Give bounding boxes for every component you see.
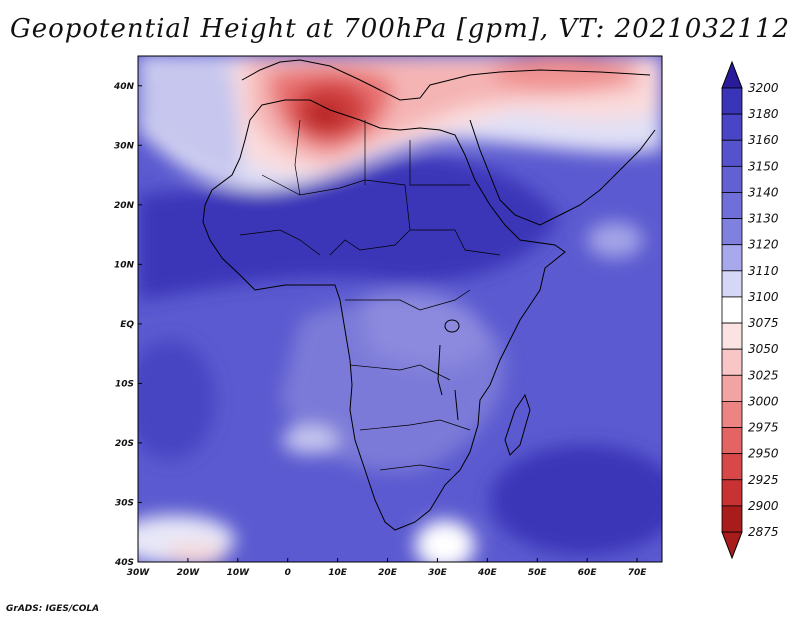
x-tick-label: 0 <box>285 568 291 578</box>
legend-swatch <box>721 296 743 324</box>
y-tick-label: 40S <box>114 558 134 568</box>
y-tick-label: EQ <box>120 320 134 330</box>
legend-level-label: 2925 <box>748 473 779 487</box>
plot-frame <box>137 55 663 563</box>
legend-level-label: 3200 <box>748 81 779 95</box>
y-tick-label: 20S <box>115 439 134 449</box>
legend-level-label: 3000 <box>748 394 779 408</box>
y-tick-label: 10N <box>114 260 135 270</box>
legend-swatch <box>721 401 743 428</box>
x-tick-label: 70E <box>628 568 648 578</box>
map-title: Geopotential Height at 700hPa [gpm], VT:… <box>9 14 791 44</box>
legend-swatch <box>721 218 743 246</box>
legend-swatch <box>721 87 743 115</box>
legend-swatch <box>721 139 743 167</box>
y-tick-label: 30S <box>115 498 134 508</box>
legend-level-label: 3140 <box>748 185 779 199</box>
x-tick-label: 40E <box>477 568 498 578</box>
x-tick-label: 20W <box>177 568 201 578</box>
legend-level-label: 3110 <box>748 264 779 278</box>
legend-level-label: 3180 <box>748 107 779 121</box>
legend-swatch <box>721 348 743 376</box>
legend-swatch <box>721 505 743 533</box>
legend-level-label: 2950 <box>748 447 779 461</box>
legend-level-label: 3150 <box>748 159 779 173</box>
y-axis: 40N 30N 20N 10N EQ 10S 20S 30S 40S <box>113 82 142 568</box>
country-borders <box>239 119 501 471</box>
legend-swatch <box>721 453 743 481</box>
legend-swatch <box>721 244 743 272</box>
legend-level-label: 3075 <box>748 316 779 330</box>
color-legend: 3200 3180 3160 3150 3140 3130 3120 3110 3100 3075… <box>721 60 779 560</box>
legend-level-label: 3025 <box>748 368 779 382</box>
x-tick-label: 30E <box>428 568 448 578</box>
legend-min-arrow <box>721 531 743 560</box>
x-tick-label: 10W <box>227 568 251 578</box>
legend-level-label: 3130 <box>748 212 779 226</box>
footer-credit: GrADS: IGES/COLA <box>6 604 100 614</box>
legend-level-label: 2975 <box>748 421 779 435</box>
y-tick-label: 40N <box>113 82 135 92</box>
height-field <box>138 56 662 562</box>
legend-level-label: 2900 <box>748 499 779 513</box>
legend-level-label: 3050 <box>748 342 779 356</box>
legend-swatch <box>721 322 743 350</box>
legend-level-label: 3100 <box>748 290 779 304</box>
legend-level-label: 3160 <box>748 133 779 147</box>
legend-swatch <box>721 427 743 455</box>
x-tick-label: 30W <box>127 568 151 578</box>
x-tick-label: 50E <box>528 568 548 578</box>
legend-level-label: 2875 <box>748 525 779 539</box>
x-tick-label: 60E <box>578 568 598 578</box>
x-tick-label: 20E <box>378 568 398 578</box>
y-tick-label: 30N <box>114 141 135 151</box>
legend-swatch <box>721 270 743 298</box>
x-axis: 30W 20W 10W 0 10E 20E 30E 40E 50E 60E 70E <box>127 558 647 578</box>
legend-swatch <box>721 165 743 193</box>
legend-swatch <box>721 479 743 507</box>
legend-swatch <box>721 374 743 402</box>
x-tick-label: 10E <box>328 568 348 578</box>
lakes <box>437 319 460 421</box>
legend-swatch <box>721 113 743 141</box>
y-tick-label: 10S <box>115 379 134 389</box>
legend-level-label: 3120 <box>748 238 779 252</box>
y-tick-label: 20N <box>114 201 135 211</box>
legend-max-arrow <box>721 60 743 89</box>
legend-swatch <box>721 192 743 219</box>
coastlines <box>202 59 656 531</box>
